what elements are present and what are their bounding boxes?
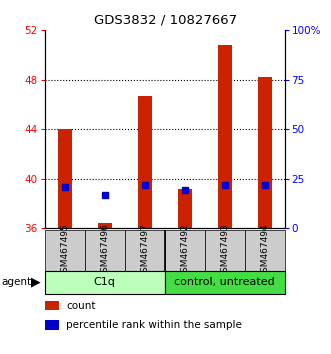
- Bar: [258, 77, 272, 228]
- Bar: [245, 230, 285, 271]
- Bar: [138, 96, 152, 228]
- Text: control, untreated: control, untreated: [174, 277, 275, 287]
- Text: GSM467496: GSM467496: [100, 223, 109, 278]
- Text: GSM467495: GSM467495: [60, 223, 69, 278]
- Text: agent: agent: [2, 277, 32, 287]
- Text: C1q: C1q: [94, 277, 116, 287]
- Bar: [45, 230, 85, 271]
- Bar: [98, 223, 112, 228]
- Text: GSM467492: GSM467492: [180, 223, 189, 278]
- Text: ▶: ▶: [31, 276, 40, 289]
- Text: GSM467493: GSM467493: [220, 223, 229, 278]
- Text: count: count: [66, 301, 96, 311]
- Bar: [85, 230, 125, 271]
- Bar: [45, 320, 59, 330]
- Bar: [58, 129, 72, 228]
- Text: GDS3832 / 10827667: GDS3832 / 10827667: [94, 13, 237, 27]
- Bar: [218, 45, 232, 228]
- Bar: [45, 301, 59, 310]
- Text: percentile rank within the sample: percentile rank within the sample: [66, 320, 242, 330]
- Bar: [125, 230, 165, 271]
- Bar: [165, 230, 205, 271]
- Bar: [165, 271, 285, 294]
- Bar: [45, 271, 165, 294]
- Text: GSM467494: GSM467494: [260, 223, 269, 278]
- Bar: [205, 230, 245, 271]
- Bar: [178, 189, 192, 228]
- Text: GSM467497: GSM467497: [140, 223, 149, 278]
